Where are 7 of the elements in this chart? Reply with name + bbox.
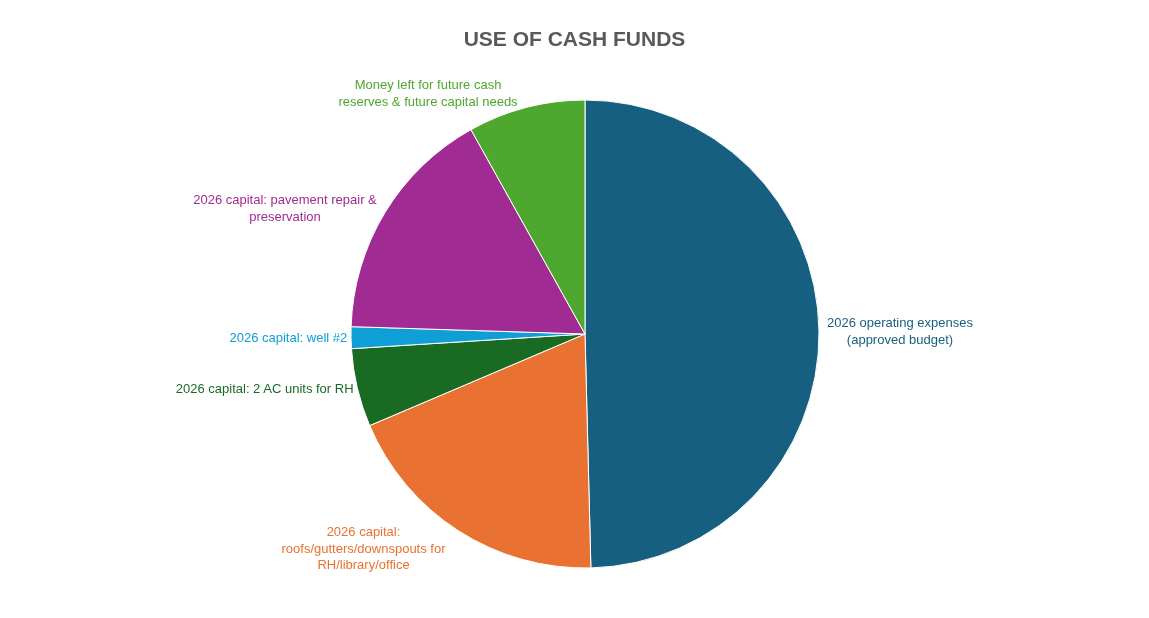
slice-label: 2026 capital: well #2 xyxy=(229,330,348,346)
slice-label: Money left for future cash reserves & future capital needs xyxy=(338,76,519,109)
chart-title: USE OF CASH FUNDS xyxy=(463,26,686,50)
slice-label: 2026 capital: pavement repair & preservation xyxy=(193,192,378,224)
slice-label: 2026 operating expenses (approved budget) xyxy=(826,315,974,348)
slice-label: 2026 capital: roofs/gutters/downspouts for RH/library/office xyxy=(281,523,447,573)
slice-label: 2026 capital: 2 AC units for RH xyxy=(175,380,354,396)
